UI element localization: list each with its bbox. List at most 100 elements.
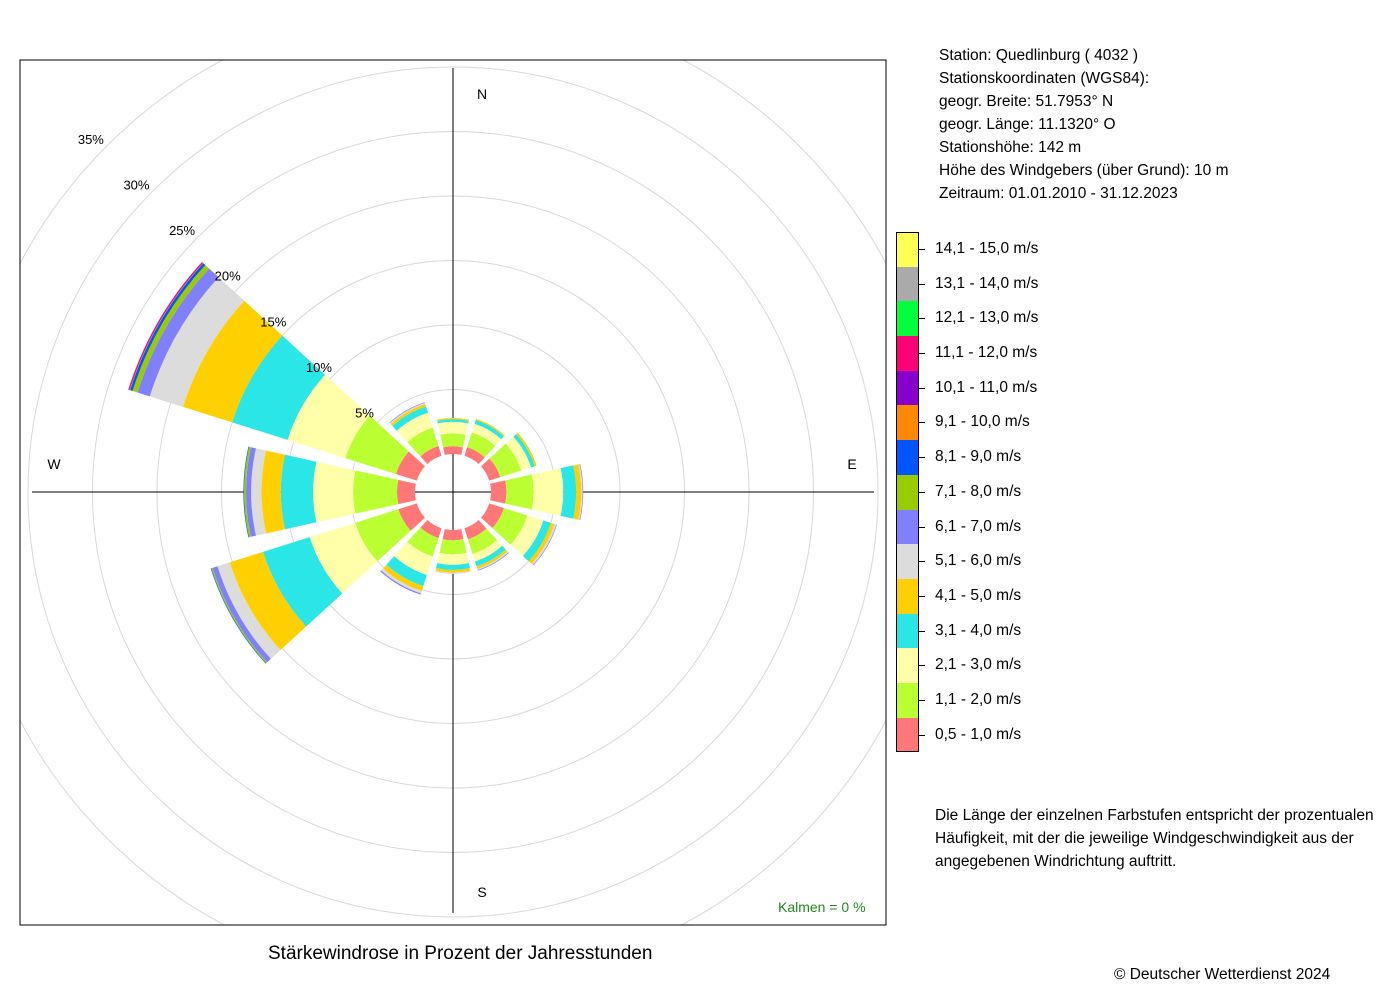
sector-60-band-4: [516, 432, 537, 467]
sector-180-band-0: [442, 529, 464, 541]
sector-300-band-4: [183, 300, 283, 423]
wind-sectors: [128, 261, 584, 664]
sector-60-band-0: [481, 458, 501, 481]
sector-150-band-0: [464, 520, 487, 540]
sector-210-band-4: [382, 564, 424, 591]
legend-tick: [919, 561, 925, 563]
sector-330-band-1: [407, 427, 439, 457]
period: Zeitraum: 01.01.2010 - 31.12.2023: [939, 185, 1178, 202]
sector-240-band-2: [309, 522, 378, 594]
legend-swatch: [896, 301, 919, 337]
sector-270-band-2: [313, 461, 356, 523]
ring-label-20: 20%: [215, 269, 241, 284]
legend-swatch: [896, 509, 919, 545]
sector-330-band-3: [392, 406, 428, 431]
sector-120-band-4: [528, 522, 555, 564]
sector-240-band-4: [229, 551, 307, 651]
sector-210-band-0: [420, 520, 442, 539]
sector-120-band-0: [481, 503, 505, 529]
sector-90-band-0: [490, 480, 507, 504]
sector-180-band-2: [437, 553, 469, 565]
legend-label: 3,1 - 4,0 m/s: [935, 621, 1022, 639]
sector-150-band-2: [472, 539, 503, 562]
legend-label: 0,5 - 1,0 m/s: [935, 725, 1022, 743]
compass-S: S: [477, 884, 486, 900]
sector-120-band-3: [522, 520, 551, 562]
sector-270-band-4: [261, 450, 285, 534]
sector-180-band-4: [435, 568, 471, 573]
plot-frame: [19, 59, 887, 926]
sector-180-band-1: [439, 539, 467, 555]
legend-label: 1,1 - 2,0 m/s: [935, 690, 1022, 708]
sector-60-band-1: [489, 443, 522, 478]
sector-270-band-8: [243, 446, 250, 538]
sector-240-band-6: [212, 566, 271, 663]
sensor-height: Höhe des Windgebers (über Grund): 10 m: [939, 162, 1229, 179]
sector-90-band-1: [505, 474, 534, 510]
sector-120-band-1: [492, 508, 528, 545]
sector-270-band-3: [280, 454, 317, 530]
sector-300-band-1: [345, 415, 409, 474]
legend-label: 8,1 - 9,0 m/s: [935, 448, 1022, 466]
ring-label-30: 30%: [123, 177, 149, 192]
station-name: Station: Quedlinburg ( 4032 ): [939, 47, 1139, 64]
legend-tick: [919, 249, 925, 250]
legend-swatch: [896, 682, 919, 718]
compass-E: E: [847, 456, 856, 472]
legend-tick: [919, 491, 925, 493]
sector-240-band-1: [355, 509, 411, 562]
sector-60-band-2: [505, 436, 532, 471]
legend-swatch: [896, 336, 919, 371]
station-coords-heading: Stationskoordinaten (WGS84):: [939, 70, 1150, 87]
legend-tick: [919, 283, 925, 285]
legend-tick: [919, 387, 925, 389]
sector-0-band-4: [436, 417, 470, 421]
legend-label: 10,1 - 11,0 m/s: [935, 378, 1038, 396]
sector-330-band-4: [390, 404, 427, 426]
legend-tick: [919, 630, 925, 632]
sector-330-band-2: [396, 412, 433, 443]
sector-270-band-6: [246, 447, 256, 537]
legend-label: 5,1 - 6,0 m/s: [935, 552, 1022, 570]
sector-90-band-2: [531, 468, 564, 516]
sector-0-band-0: [443, 446, 463, 455]
legend-swatch: [896, 266, 919, 302]
compass-labels: N E S W: [47, 86, 856, 900]
sector-300-band-5: [149, 277, 245, 407]
legend-tick: [919, 699, 925, 701]
sector-210-band-1: [407, 527, 439, 557]
sector-150-band-4: [476, 549, 508, 569]
sector-90-band-4: [573, 464, 582, 520]
legend-tick: [919, 457, 925, 459]
compass-W: W: [47, 456, 61, 472]
sector-270-band-5: [251, 448, 267, 536]
legend-label: 7,1 - 8,0 m/s: [935, 482, 1022, 500]
sector-150-band-1: [467, 528, 497, 555]
sector-0-band-3: [437, 419, 469, 424]
legend-label: 11,1 - 12,0 m/s: [935, 344, 1038, 362]
sector-30-band-3: [474, 420, 504, 440]
sector-300-band-2: [287, 374, 370, 459]
legend-swatch: [896, 440, 919, 475]
sector-330-band-0: [420, 445, 442, 464]
ring-label-10: 10%: [306, 360, 332, 375]
sector-150-band-3: [474, 545, 506, 567]
legend-swatch: [896, 544, 919, 579]
legend-tick: [919, 734, 925, 736]
sector-60-band-3: [513, 434, 535, 468]
station-latitude: geogr. Breite: 51.7953° N: [939, 93, 1114, 110]
legend-swatch: [896, 232, 919, 267]
sector-90-band-5: [578, 463, 583, 521]
sector-210-band-2: [394, 541, 433, 575]
sector-270-band-7: [244, 446, 251, 538]
sector-90-band-6: [579, 463, 584, 521]
legend-label: 13,1 - 14,0 m/s: [935, 274, 1039, 292]
ring-label-25: 25%: [169, 223, 195, 238]
legend-swatch: [896, 578, 919, 614]
sector-30-band-1: [467, 432, 496, 458]
legend-swatch: [896, 405, 919, 441]
legend-tick: [919, 526, 925, 528]
ring-label-5: 5%: [355, 406, 374, 421]
ring-labels: 5% 10% 15% 20% 25% 30% 35%: [78, 132, 374, 421]
sector-0-band-2: [437, 421, 469, 435]
